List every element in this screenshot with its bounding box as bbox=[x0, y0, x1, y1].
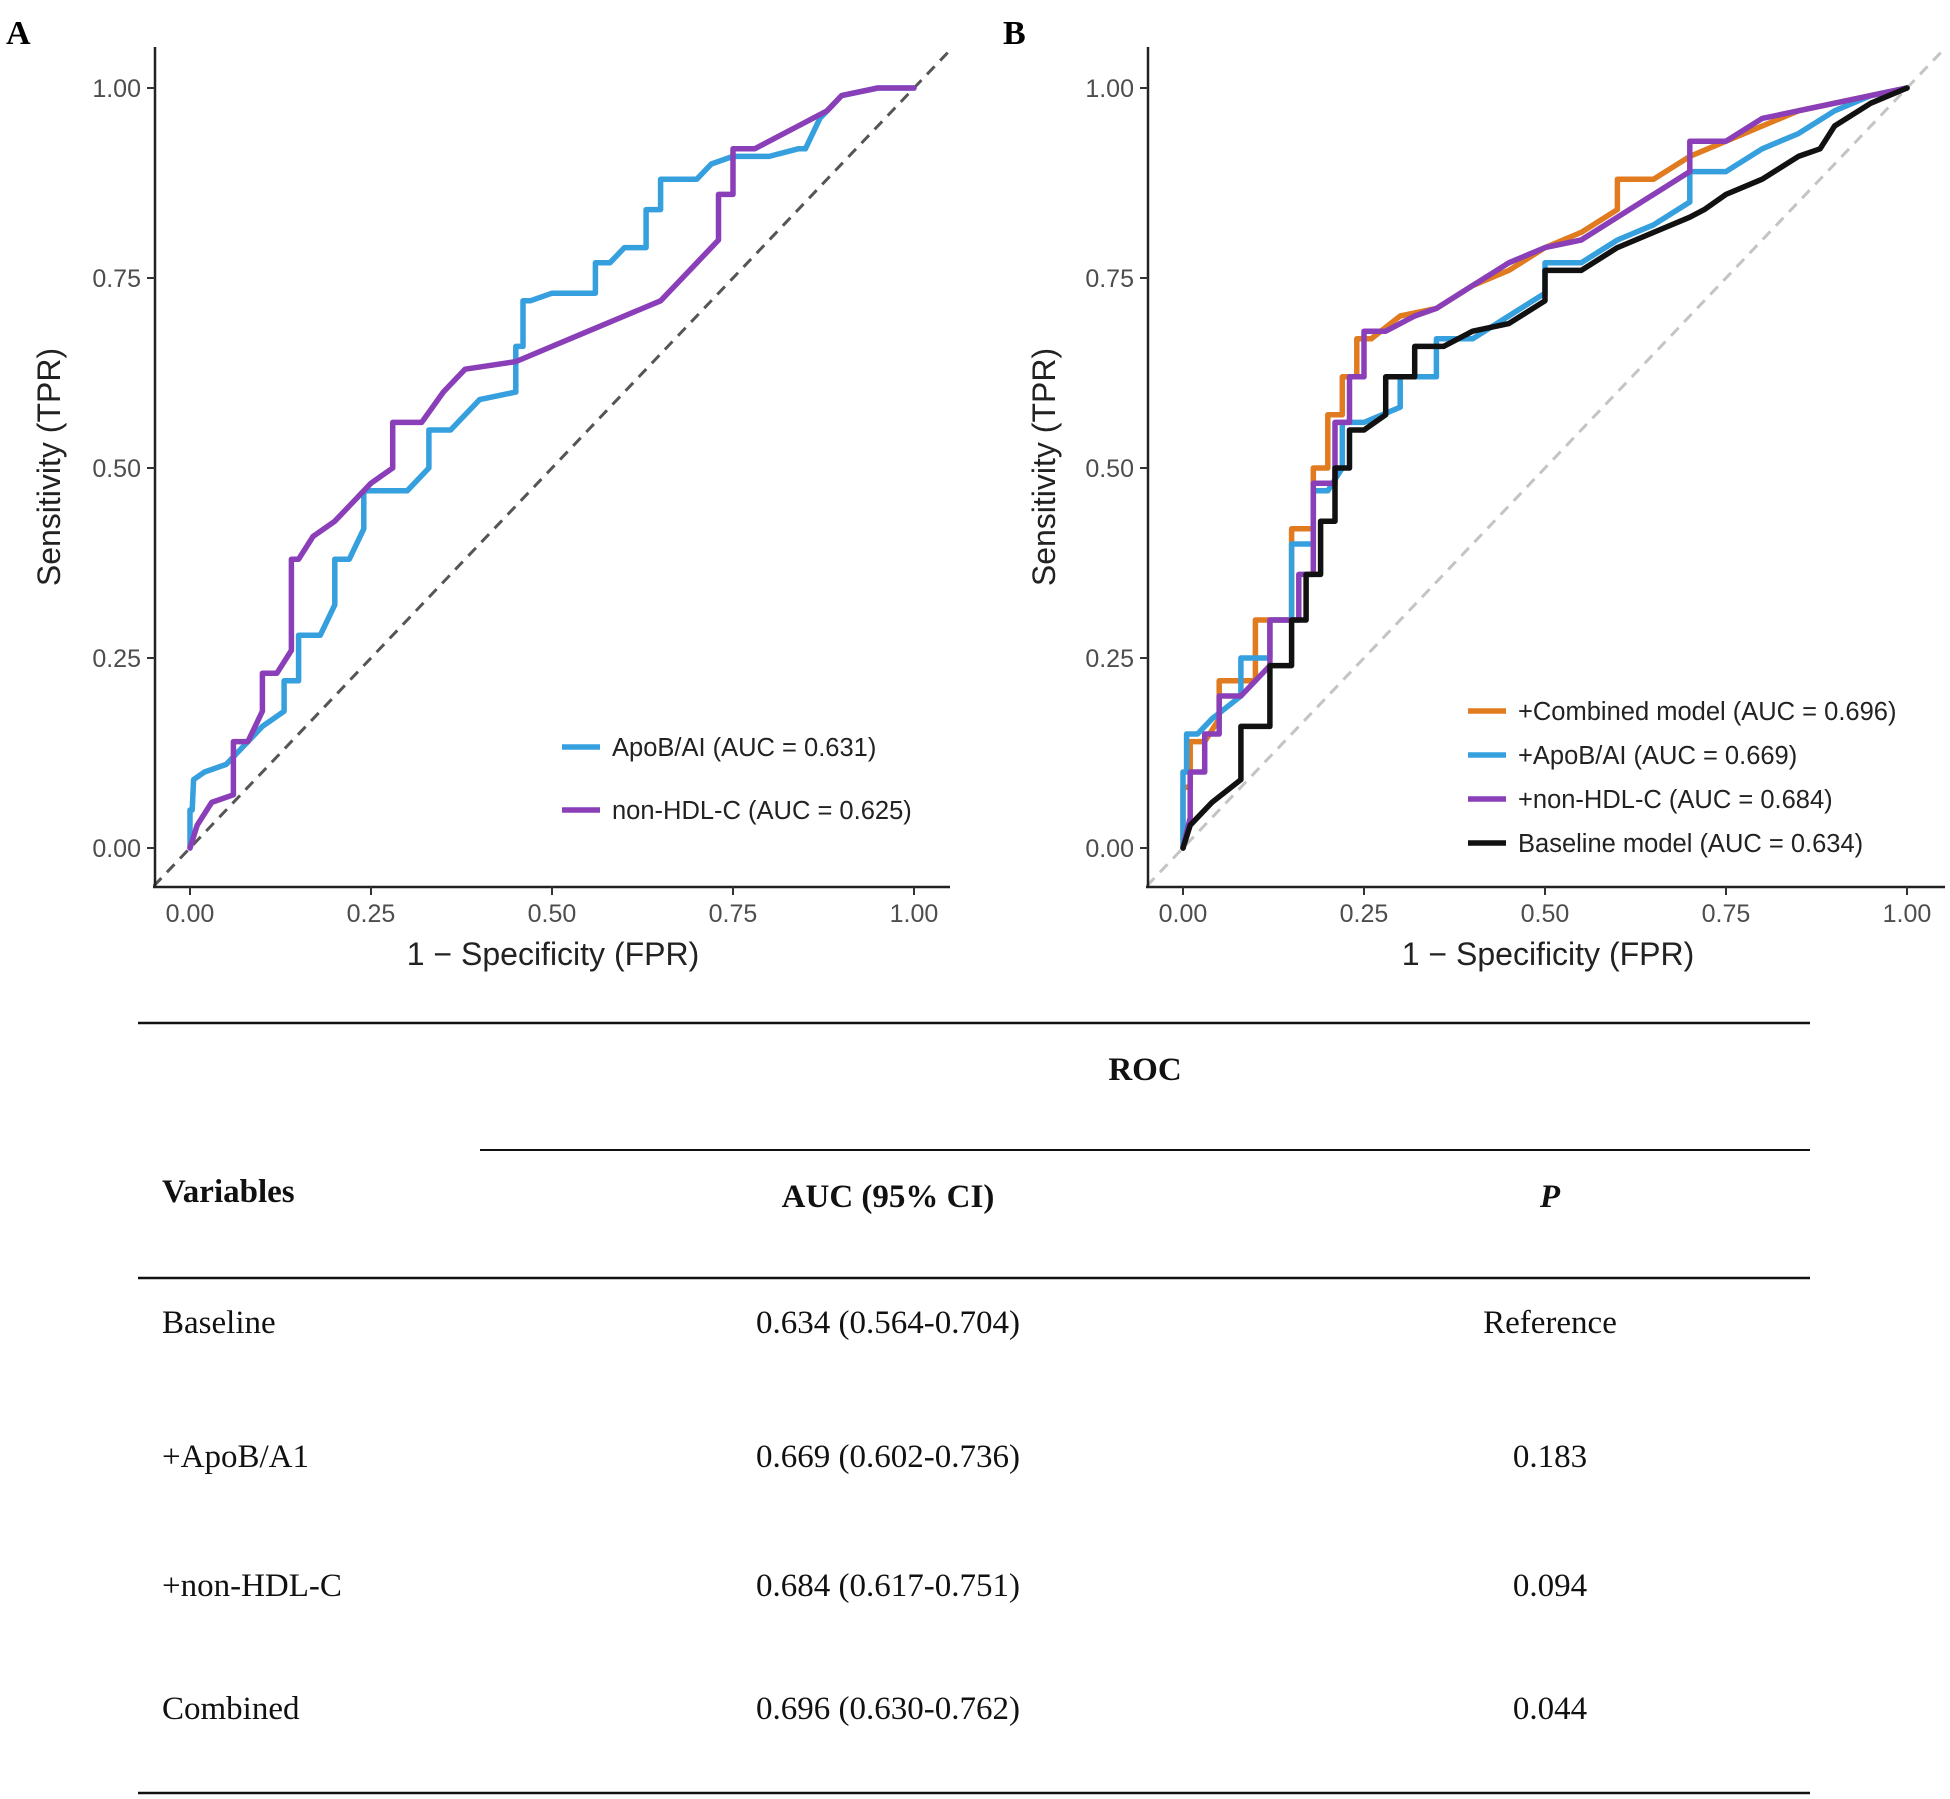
table-cell-variable: +ApoB/A1 bbox=[162, 1439, 309, 1475]
legend-label: +ApoB/AI (AUC = 0.669) bbox=[1518, 742, 1797, 770]
legend-label: ApoB/AI (AUC = 0.631) bbox=[612, 734, 876, 762]
y-tick-label: 0.25 bbox=[92, 645, 141, 673]
y-tick-label: 0.50 bbox=[92, 455, 141, 483]
panel-label-b: B bbox=[1003, 15, 1026, 52]
table-group-header: ROC bbox=[1108, 1052, 1181, 1088]
panel-b-x-axis-title: 1 − Specificity (FPR) bbox=[1402, 936, 1695, 972]
roc-curve-4 bbox=[1180, 85, 1910, 851]
y-tick-label: 0.00 bbox=[92, 835, 141, 863]
y-tick-label: 1.00 bbox=[92, 75, 141, 103]
table-cell-p: 0.094 bbox=[1513, 1568, 1587, 1604]
panel-b-x-ticks: 0.00 0.25 0.50 0.75 1.00 bbox=[1159, 887, 1932, 928]
roc-curve-1 bbox=[187, 85, 917, 851]
legend-label: +Combined model (AUC = 0.696) bbox=[1518, 698, 1896, 726]
roc-table: ROC Variables AUC (95% CI) P Baseline 0.6… bbox=[138, 1021, 1810, 1795]
x-tick-label: 0.75 bbox=[709, 900, 758, 928]
y-tick-label: 0.75 bbox=[92, 265, 141, 293]
table-cell-p: 0.044 bbox=[1513, 1691, 1587, 1727]
table-header-p: P bbox=[1539, 1179, 1561, 1215]
panel-a: A 0.00 0.25 0.50 0.75 1.00 0.00 0.25 0.50 0.75 1… bbox=[6, 15, 952, 972]
panel-b-y-ticks: 0.00 0.25 0.50 0.75 1.00 bbox=[1085, 75, 1148, 863]
panel-b: B 0.000.250.500.751.00 0.00 0.25 0.50 0.75 1… bbox=[1003, 15, 1945, 972]
table-cell-variable: Combined bbox=[162, 1691, 300, 1727]
y-tick-label: 0.75 bbox=[1085, 265, 1134, 293]
table-header-variables: Variables bbox=[162, 1174, 295, 1210]
x-tick-label: 0.25 bbox=[1340, 900, 1389, 928]
reference-diagonal-line bbox=[152, 48, 952, 888]
table-header-auc: AUC (95% CI) bbox=[782, 1179, 995, 1215]
reference-diagonal-line bbox=[1145, 48, 1945, 888]
panel-b-legend: +Combined model (AUC = 0.696) +ApoB/AI (A… bbox=[1468, 698, 1896, 858]
x-tick-label: 0.00 bbox=[1159, 900, 1208, 928]
table-cell-p: Reference bbox=[1483, 1305, 1617, 1341]
table-cell-variable: Baseline bbox=[162, 1305, 276, 1341]
panel-a-y-axis-title: Sensitivity (TPR) bbox=[31, 348, 67, 586]
y-tick-label: 0.00 bbox=[1085, 835, 1134, 863]
panel-a-legend: ApoB/AI (AUC = 0.631) non-HDL-C (AUC = 0.… bbox=[562, 734, 912, 825]
panel-a-x-ticks: 0.00 0.25 0.50 0.75 1.00 bbox=[166, 887, 939, 928]
x-tick-label: 0.50 bbox=[528, 900, 577, 928]
panel-a-series bbox=[152, 48, 952, 888]
panel-a-y-ticks: 0.00 0.25 0.50 0.75 1.00 bbox=[92, 75, 155, 863]
x-tick-label: 0.50 bbox=[1521, 900, 1570, 928]
table-cell-p: 0.183 bbox=[1513, 1439, 1587, 1475]
roc-curve-2 bbox=[187, 85, 917, 851]
table-cell-auc: 0.684 (0.617-0.751) bbox=[756, 1568, 1020, 1604]
table-cell-auc: 0.696 (0.630-0.762) bbox=[756, 1691, 1020, 1727]
table-body: Baseline 0.634 (0.564-0.704) Reference +Apo… bbox=[162, 1305, 1617, 1727]
panel-b-y-axis-title: Sensitivity (TPR) bbox=[1026, 348, 1062, 586]
x-tick-label: 1.00 bbox=[890, 900, 939, 928]
legend-label: Baseline model (AUC = 0.634) bbox=[1518, 830, 1863, 858]
table-cell-auc: 0.669 (0.602-0.736) bbox=[756, 1439, 1020, 1475]
legend-label: non-HDL-C (AUC = 0.625) bbox=[612, 797, 912, 825]
roc-curve-3 bbox=[1180, 85, 1910, 851]
y-tick-label: 1.00 bbox=[1085, 75, 1134, 103]
x-tick-label: 1.00 bbox=[1883, 900, 1932, 928]
table-cell-variable: +non-HDL-C bbox=[162, 1568, 342, 1604]
x-tick-label: 0.25 bbox=[347, 900, 396, 928]
x-tick-label: 0.00 bbox=[166, 900, 215, 928]
y-tick-label: 0.25 bbox=[1085, 645, 1134, 673]
table-cell-auc: 0.634 (0.564-0.704) bbox=[756, 1305, 1020, 1341]
roc-curve-1 bbox=[1180, 85, 1910, 851]
y-tick-label: 0.50 bbox=[1085, 455, 1134, 483]
panel-b-series bbox=[1145, 48, 1945, 888]
panel-label-a: A bbox=[6, 15, 31, 52]
panel-a-x-axis-title: 1 − Specificity (FPR) bbox=[407, 936, 700, 972]
legend-label: +non-HDL-C (AUC = 0.684) bbox=[1518, 786, 1833, 814]
x-tick-label: 0.75 bbox=[1702, 900, 1751, 928]
